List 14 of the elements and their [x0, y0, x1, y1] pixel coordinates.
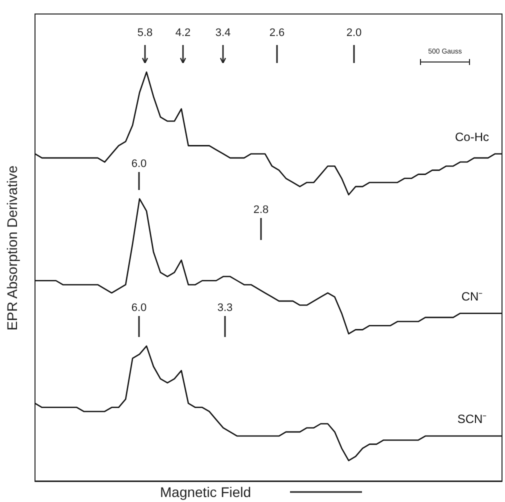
y-axis-title: EPR Absorption Derivative	[4, 166, 20, 330]
annotation: 6.0	[131, 158, 147, 170]
series-label: Co-Hc	[454, 130, 490, 144]
series-label: SCN⁻	[457, 412, 487, 426]
annotation: 6.0	[131, 302, 147, 314]
text: 3.4	[215, 27, 231, 39]
text: 2.6	[269, 27, 285, 39]
annotation: 2.8	[253, 204, 269, 216]
text: 2.0	[346, 27, 362, 39]
x-axis-title: Magnetic Field	[160, 484, 252, 500]
text: 5.8	[137, 27, 153, 39]
annotation: 3.3	[217, 302, 233, 314]
series-label: CN⁻	[461, 289, 483, 304]
text: 4.2	[175, 27, 191, 39]
